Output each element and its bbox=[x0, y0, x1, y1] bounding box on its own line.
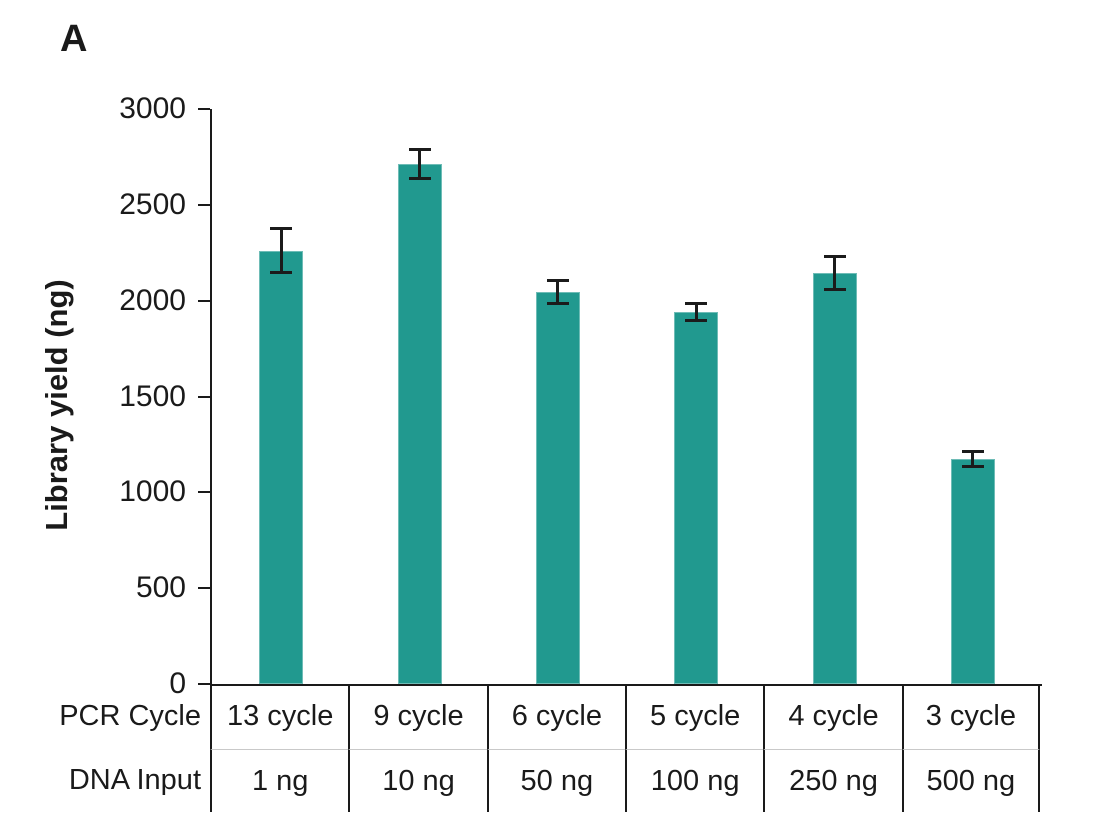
y-tick-mark bbox=[198, 299, 210, 302]
error-bar-whisker bbox=[833, 256, 836, 290]
error-bar-cap bbox=[408, 176, 431, 180]
error-bar-cap bbox=[685, 319, 708, 323]
error-bar-cap bbox=[823, 255, 846, 259]
bar bbox=[950, 458, 995, 684]
error-bar-whisker bbox=[418, 149, 421, 178]
y-tick-label: 0 bbox=[169, 667, 186, 700]
x-table-cell: 4 cycle bbox=[763, 684, 901, 749]
y-tick-label: 2000 bbox=[119, 283, 186, 317]
x-table-cell: 5 cycle bbox=[624, 684, 763, 749]
plot-area bbox=[210, 109, 1042, 686]
y-tick-label: 2500 bbox=[119, 187, 186, 221]
x-table-cell: 13 cycle bbox=[210, 684, 348, 749]
error-bar-cap bbox=[823, 287, 846, 291]
y-tick-mark bbox=[198, 395, 210, 398]
error-bar-cap bbox=[961, 449, 984, 453]
y-tick-label: 3000 bbox=[119, 92, 186, 125]
x-table-cell: 100 ng bbox=[624, 749, 764, 812]
error-bar-cap bbox=[408, 147, 431, 151]
y-tick-mark bbox=[198, 491, 210, 494]
error-bar-cap bbox=[961, 464, 984, 468]
x-table-cell: 50 ng bbox=[486, 749, 625, 812]
error-bar-whisker bbox=[279, 228, 283, 273]
y-tick-label: 500 bbox=[135, 571, 186, 605]
x-table-row-header: PCR Cycle bbox=[59, 700, 201, 732]
bar bbox=[259, 250, 304, 684]
bar bbox=[812, 272, 857, 684]
y-tick-mark bbox=[198, 683, 210, 685]
bar bbox=[535, 292, 580, 684]
y-tick-label: 1000 bbox=[119, 475, 186, 509]
x-table-cell: 10 ng bbox=[348, 749, 487, 812]
panel-label: A bbox=[60, 18, 88, 60]
bar bbox=[397, 163, 442, 684]
error-bar-whisker bbox=[556, 280, 560, 304]
error-bar-cap bbox=[546, 279, 569, 283]
x-table-cell: 3 cycle bbox=[901, 684, 1040, 749]
bar bbox=[674, 312, 719, 684]
error-bar-cap bbox=[685, 302, 708, 306]
x-table-cell: 1 ng bbox=[210, 749, 349, 812]
y-tick-mark bbox=[198, 108, 210, 110]
error-bar-whisker bbox=[971, 451, 975, 467]
y-tick-mark bbox=[198, 203, 210, 206]
y-tick-label: 1500 bbox=[119, 379, 186, 413]
error-bar-cap bbox=[270, 271, 293, 275]
y-tick-mark bbox=[198, 587, 210, 590]
x-axis-table: PCR Cycle 13 cycle 9 cycle 6 cycle 5 cycle 4 … bbox=[0, 684, 1040, 812]
error-bar-cap bbox=[546, 302, 569, 306]
x-table-cell: 6 cycle bbox=[486, 684, 625, 749]
x-table-cell: 9 cycle bbox=[348, 684, 486, 749]
x-table-row-header: DNA Input bbox=[68, 764, 201, 796]
x-table-cell: 500 ng bbox=[901, 749, 1040, 812]
error-bar-whisker bbox=[694, 303, 698, 321]
x-table-cell: 250 ng bbox=[763, 749, 902, 812]
error-bar-cap bbox=[270, 227, 293, 231]
